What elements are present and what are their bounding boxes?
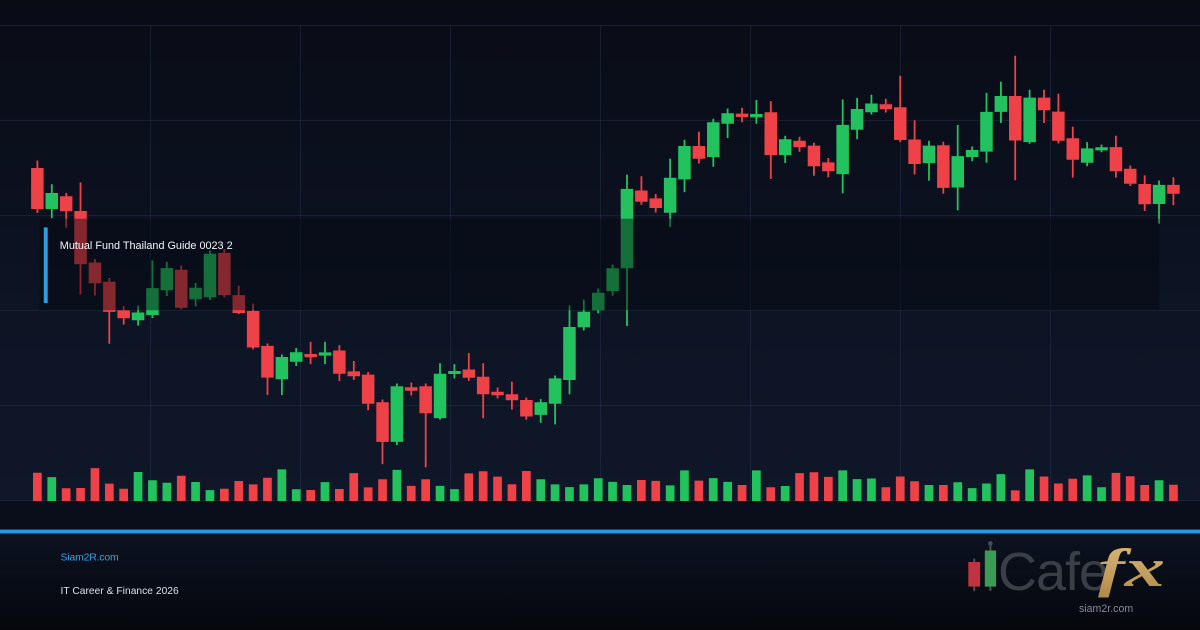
svg-text:Cafe: Cafe: [998, 542, 1108, 602]
svg-text:IT Career & Finance 2026: IT Career & Finance 2026: [61, 586, 180, 597]
svg-text:siam2r.com: siam2r.com: [1079, 603, 1133, 615]
svg-text:Siam2R.com: Siam2R.com: [61, 553, 119, 564]
svg-text:fx: fx: [1098, 538, 1165, 598]
svg-text:Mutual Fund Thailand Guide 002: Mutual Fund Thailand Guide 0023 2: [60, 240, 233, 252]
